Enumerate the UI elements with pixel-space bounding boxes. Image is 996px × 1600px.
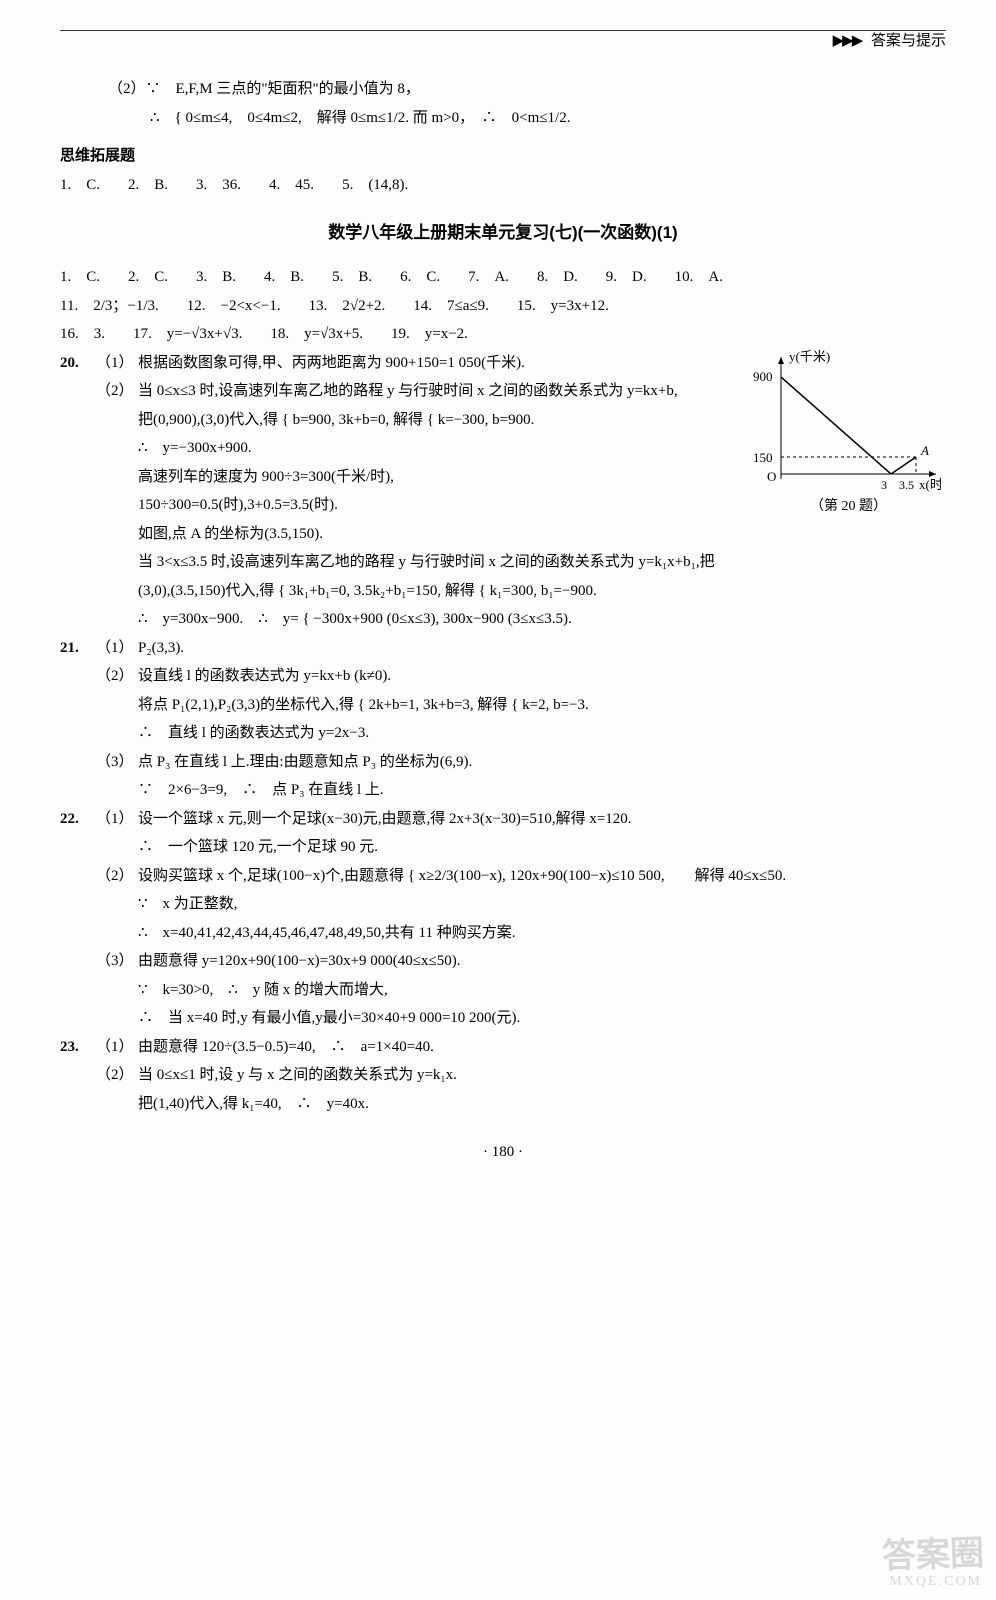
q23-1: 由题意得 120÷(3.5−0.5)=40, ∴ a=1×40=40. xyxy=(138,1033,434,1062)
q21-2c: ∴ 直线 l 的函数表达式为 y=2x−3. xyxy=(96,719,946,748)
q20-2f: 如图,点 A 的坐标为(3.5,150). xyxy=(96,520,946,549)
q21-num: 21. xyxy=(60,634,96,805)
q23-num: 23. xyxy=(60,1033,96,1119)
ans: 10. A. xyxy=(675,263,723,292)
watermark: 答案圈 xyxy=(881,1522,985,1590)
q21-1: P₂(3,3). xyxy=(138,634,184,663)
q23-2b: 把(1,40)代入,得 k₁=40, ∴ y=40x. xyxy=(96,1090,946,1119)
q22-2-num: （2） xyxy=(96,862,138,891)
ans: 4. B. xyxy=(264,263,304,292)
ans: 2. C. xyxy=(128,263,168,292)
ans: 17. y=−√3x+√3. xyxy=(133,320,242,349)
svg-text:150: 150 xyxy=(753,450,773,465)
header-rule: ▶▶▶ 答案与提示 xyxy=(60,30,946,31)
q20-2g: 当 3<x≤3.5 时,设高速列车离乙地的路程 y 与行驶时间 x 之间的函数关… xyxy=(96,548,946,577)
q22-3a: 由题意得 y=120x+90(100−x)=30x+9 000(40≤x≤50)… xyxy=(138,947,461,976)
ans: 19. y=x−2. xyxy=(391,320,468,349)
q21-2a: 设直线 l 的函数表达式为 y=kx+b (k≠0). xyxy=(138,662,391,691)
svg-text:x(时): x(时) xyxy=(919,477,941,492)
expand-title: 思维拓展题 xyxy=(60,142,946,171)
q21-2-num: （2） xyxy=(96,662,138,691)
ans: 16. 3. xyxy=(60,320,105,349)
page-header: ▶▶▶ 答案与提示 xyxy=(833,27,946,56)
q22-3b: ∵ k=30>0, ∴ y 随 x 的增大而增大, xyxy=(96,976,946,1005)
q22: 22. （1）设一个篮球 x 元,则一个足球(x−30)元,由题意,得 2x+3… xyxy=(60,805,946,1033)
ans: 13. 2√2+2. xyxy=(309,292,386,321)
ans: 9. D. xyxy=(606,263,647,292)
answers-row1: 1. C. 2. C. 3. B. 4. B. 5. B. 6. C. 7. A… xyxy=(60,263,946,292)
unit-title: 数学八年级上册期末单元复习(七)(一次函数)(1) xyxy=(60,217,946,249)
ans: 18. y=√3x+5. xyxy=(270,320,363,349)
ans: 7. A. xyxy=(468,263,509,292)
q23-1-num: （1） xyxy=(96,1033,138,1062)
ans: 15. y=3x+12. xyxy=(517,292,609,321)
q23: 23. （1）由题意得 120÷(3.5−0.5)=40, ∴ a=1×40=4… xyxy=(60,1033,946,1119)
answers-row3: 16. 3. 17. y=−√3x+√3. 18. y=√3x+5. 19. y… xyxy=(60,320,946,349)
page-number: · 180 · xyxy=(60,1138,946,1167)
q22-2a: 设购买篮球 x 个,足球(100−x)个,由题意得 { x≥2/3(100−x)… xyxy=(138,862,786,891)
watermark-sub: MXQE.COM xyxy=(889,1569,982,1596)
q21: 21. （1）P₂(3,3). （2）设直线 l 的函数表达式为 y=kx+b … xyxy=(60,634,946,805)
q22-1a: 设一个篮球 x 元,则一个足球(x−30)元,由题意,得 2x+3(x−30)=… xyxy=(138,805,632,834)
q20-2-num: （2） xyxy=(96,377,138,406)
q21-3a: 点 P₃ 在直线 l 上.理由:由题意知点 P₃ 的坐标为(6,9). xyxy=(138,748,472,777)
q22-3c: ∴ 当 x=40 时,y 有最小值,y最小=30×40+9 000=10 200… xyxy=(96,1004,946,1033)
q22-3-num: （3） xyxy=(96,947,138,976)
header-title: 答案与提示 xyxy=(871,33,946,49)
ans: 11. 2/3；−1/3. xyxy=(60,292,159,321)
q21-3-num: （3） xyxy=(96,748,138,777)
ans: 1. C. xyxy=(60,263,100,292)
ans: 14. 7≤a≤9. xyxy=(413,292,489,321)
q20-2a: 当 0≤x≤3 时,设高速列车离乙地的路程 y 与行驶时间 x 之间的函数关系式… xyxy=(138,377,678,406)
svg-text:O: O xyxy=(767,469,776,484)
q21-1-num: （1） xyxy=(96,634,138,663)
q21-2b: 将点 P₁(2,1),P₂(3,3)的坐标代入,得 { 2k+b=1, 3k+b… xyxy=(96,691,946,720)
ans: 4. 45. xyxy=(269,171,314,200)
ans: 6. C. xyxy=(400,263,440,292)
q20-1-num: （1） xyxy=(96,349,138,378)
q20-1: 根据函数图象可得,甲、丙两地距离为 900+150=1 050(千米). xyxy=(138,349,525,378)
ans: 3. 36. xyxy=(196,171,241,200)
q22-2c: ∴ x=40,41,42,43,44,45,46,47,48,49,50,共有 … xyxy=(96,919,946,948)
prev-line2: ∴ { 0≤m≤4, 0≤4m≤2, 解得 0≤m≤1/2. 而 m>0， ∴ … xyxy=(60,104,946,133)
q22-2b: ∵ x 为正整数, xyxy=(96,890,946,919)
svg-text:A: A xyxy=(920,443,929,458)
q22-num: 22. xyxy=(60,805,96,1033)
arrow-icon: ▶▶▶ xyxy=(833,33,862,49)
q20-chart: y(千米) x(时) O 900 150 A 3 3.5 （第 20 题） xyxy=(751,349,946,521)
ans: 5. B. xyxy=(332,263,372,292)
q22-1-num: （1） xyxy=(96,805,138,834)
expand-answers: 1. C. 2. B. 3. 36. 4. 45. 5. (14,8). xyxy=(60,171,946,200)
q23-2a: 当 0≤x≤1 时,设 y 与 x 之间的函数关系式为 y=k₁x. xyxy=(138,1061,457,1090)
q20-2h: (3,0),(3.5,150)代入,得 { 3k₁+b₁=0, 3.5k₂+b₁… xyxy=(96,577,946,606)
q20: 20. y(千米) x(时) O 900 150 A 3 3.5 （第 xyxy=(60,349,946,634)
svg-text:900: 900 xyxy=(753,369,773,384)
q20-num: 20. xyxy=(60,349,96,634)
q20-2i: ∴ y=300x−900. ∴ y= { −300x+900 (0≤x≤3), … xyxy=(96,605,946,634)
svg-text:3.5: 3.5 xyxy=(899,478,914,492)
chart-caption: （第 20 题） xyxy=(751,494,946,521)
ans: 2. B. xyxy=(128,171,168,200)
q21-3b: ∵ 2×6−3=9, ∴ 点 P₃ 在直线 l 上. xyxy=(96,776,946,805)
svg-text:y(千米): y(千米) xyxy=(789,349,830,364)
ans: 1. C. xyxy=(60,171,100,200)
ans: 12. −2<x<−1. xyxy=(187,292,281,321)
q22-1b: ∴ 一个篮球 120 元,一个足球 90 元. xyxy=(96,833,946,862)
answers-row2: 11. 2/3；−1/3. 12. −2<x<−1. 13. 2√2+2. 14… xyxy=(60,292,946,321)
q23-2-num: （2） xyxy=(96,1061,138,1090)
svg-text:3: 3 xyxy=(881,478,887,492)
ans: 5. (14,8). xyxy=(342,171,408,200)
chart-svg: y(千米) x(时) O 900 150 A 3 3.5 xyxy=(751,349,941,494)
ans: 3. B. xyxy=(196,263,236,292)
prev-line1: （2）∵ E,F,M 三点的"矩面积"的最小值为 8， xyxy=(60,75,946,104)
ans: 8. D. xyxy=(537,263,578,292)
